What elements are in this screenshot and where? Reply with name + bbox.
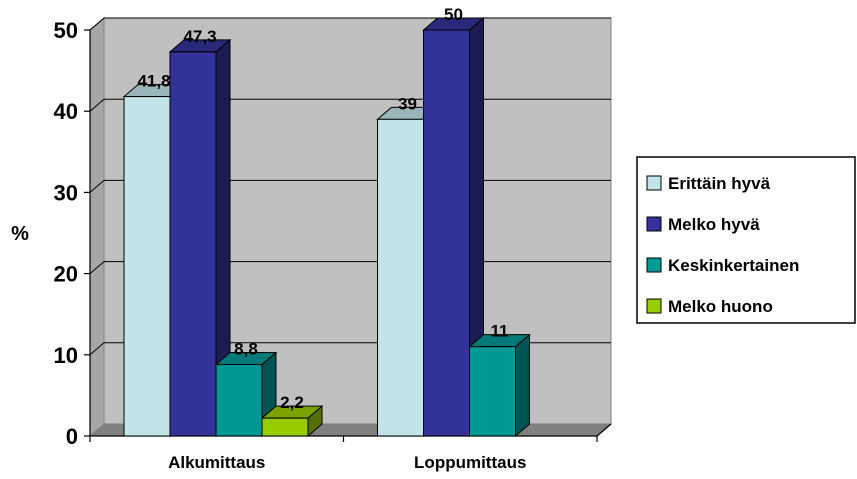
data-label: 39 bbox=[398, 94, 417, 113]
bar bbox=[377, 118, 424, 437]
side-wall bbox=[89, 16, 105, 438]
data-label: 2,2 bbox=[280, 393, 304, 412]
x-axis-depth bbox=[596, 423, 612, 437]
gridline-side bbox=[89, 261, 105, 274]
bar-side bbox=[515, 333, 530, 438]
y-tick-label: 0 bbox=[66, 424, 78, 449]
legend-swatch bbox=[646, 257, 662, 273]
gridline-side bbox=[89, 342, 105, 356]
data-label: 11 bbox=[491, 322, 509, 341]
legend-label: Keskinkertainen bbox=[668, 256, 799, 275]
legend-swatch bbox=[646, 216, 662, 232]
data-label: 50 bbox=[444, 5, 463, 24]
data-label: 47,3 bbox=[183, 27, 216, 46]
bar bbox=[169, 51, 217, 437]
legend-swatch bbox=[646, 298, 662, 314]
bars bbox=[122, 16, 531, 438]
axes: 0 10 20 30 40 50 Alkumittaus Loppumittaus bbox=[54, 18, 612, 472]
gridline-side bbox=[89, 98, 105, 112]
x-tick-label: Alkumittaus bbox=[168, 453, 265, 472]
bar bbox=[261, 417, 309, 437]
y-tick-label: 30 bbox=[54, 180, 78, 205]
legend-box bbox=[636, 156, 856, 324]
data-labels: 41,8 47,3 8,8 2,2 39 50 11 bbox=[137, 5, 508, 412]
y-axis-label: % bbox=[11, 223, 29, 245]
gridline-side bbox=[89, 180, 105, 193]
data-label: 41,8 bbox=[137, 72, 170, 91]
y-tick-label: 40 bbox=[54, 99, 78, 124]
y-tick-label: 10 bbox=[54, 343, 78, 368]
y-tick-label: 20 bbox=[54, 262, 78, 287]
x-tick-label: Loppumittaus bbox=[414, 453, 526, 472]
bar bbox=[215, 364, 263, 437]
legend-label: Erittäin hyvä bbox=[668, 174, 771, 193]
data-label: 8,8 bbox=[234, 340, 258, 359]
legend-label: Melko hyvä bbox=[668, 215, 760, 234]
legend-label: Melko huono bbox=[668, 297, 773, 316]
gridline-side bbox=[89, 17, 105, 31]
y-tick-label: 50 bbox=[54, 18, 78, 43]
legend-swatch bbox=[646, 175, 662, 191]
bar bbox=[423, 29, 470, 437]
bar bbox=[123, 96, 171, 437]
bar bbox=[469, 346, 516, 437]
legend: Erittäin hyvä Melko hyvä Keskinkertainen Me… bbox=[636, 156, 856, 324]
